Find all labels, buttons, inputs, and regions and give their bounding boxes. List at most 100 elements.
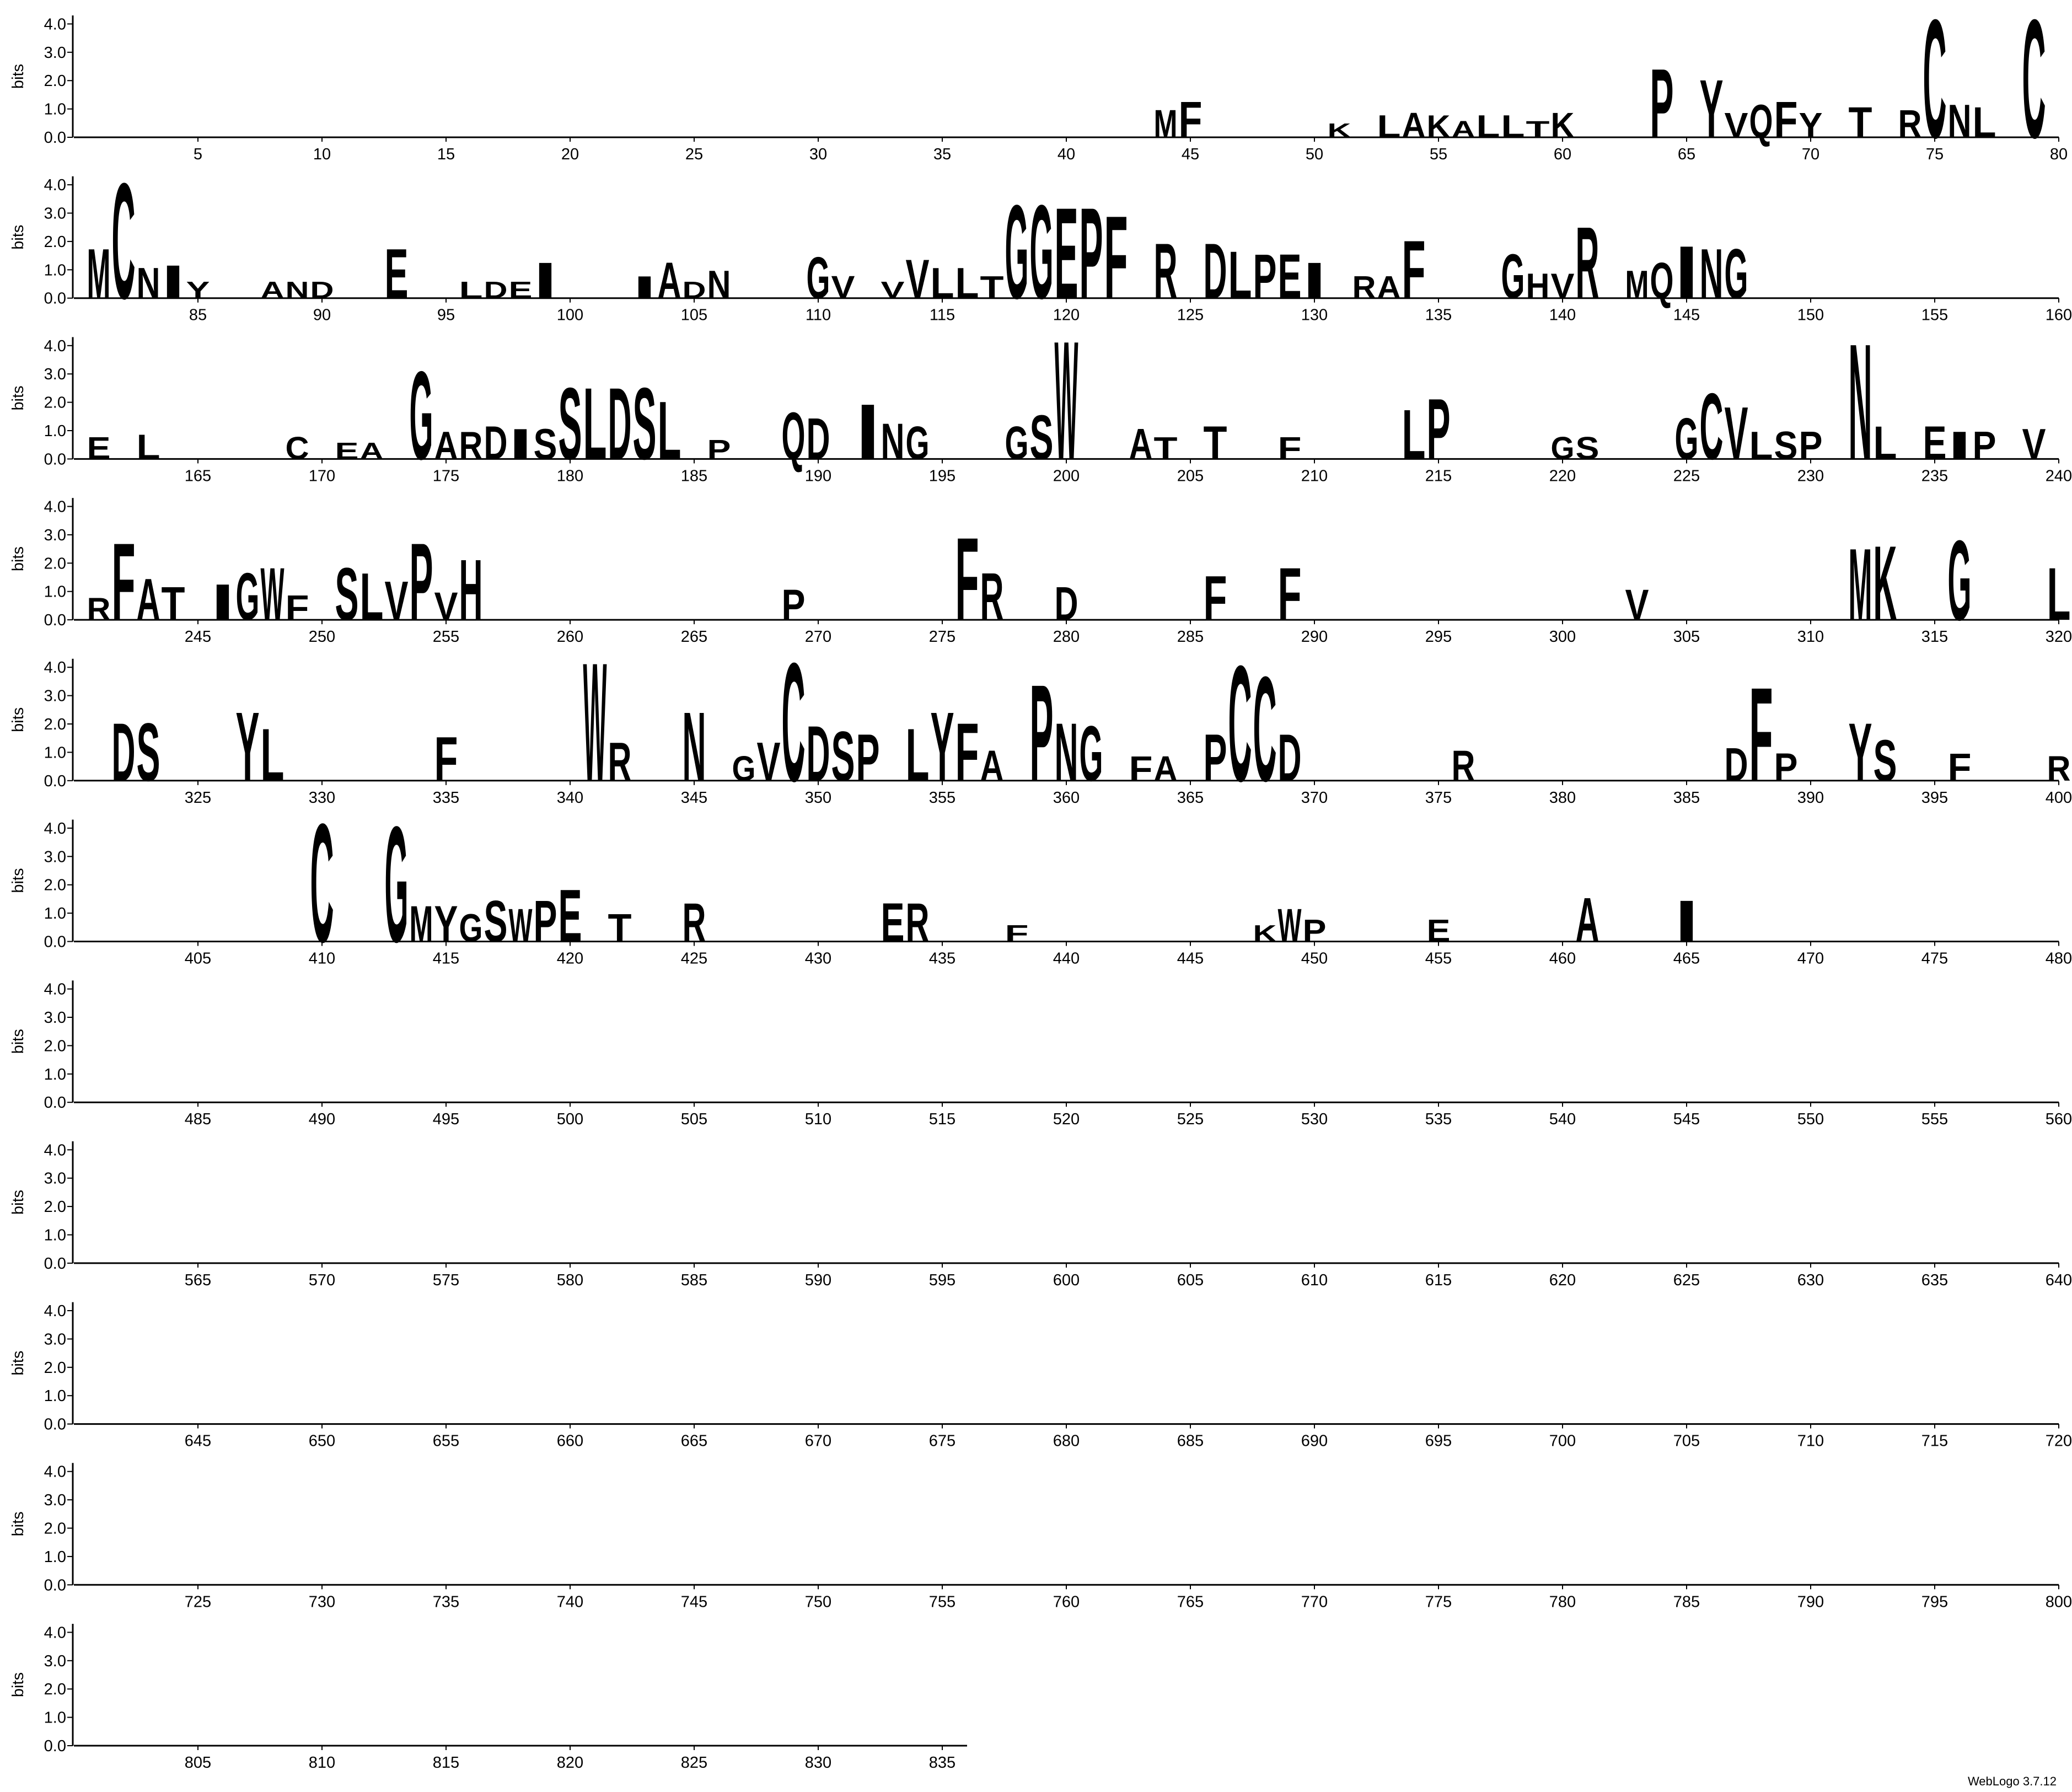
- residue-letter: V: [434, 584, 458, 629]
- x-tick-label: 130: [1301, 307, 1328, 324]
- residue-letter: P: [1774, 745, 1798, 790]
- residue-letter: G: [732, 749, 756, 788]
- x-tick-label: 745: [681, 1593, 707, 1611]
- residue-letter: R: [1898, 102, 1922, 146]
- residue-letter: L: [261, 713, 285, 797]
- x-tick-label: 435: [929, 950, 956, 968]
- residue-letter: Y: [186, 277, 210, 304]
- y-tick-label: 3.0: [44, 366, 66, 383]
- residue-letter: W: [261, 552, 285, 636]
- y-tick-label: 4.0: [44, 1141, 66, 1159]
- x-tick-label: 760: [1053, 1593, 1080, 1611]
- residue-letter: K: [1427, 109, 1451, 144]
- x-tick-label: 240: [2046, 467, 2072, 485]
- y-tick-label: 0.0: [44, 611, 66, 629]
- x-tick-label: 830: [805, 1754, 831, 1772]
- x-tick-label: 420: [557, 950, 583, 968]
- residue-letter: H: [1526, 266, 1550, 306]
- y-tick-label: 0.0: [44, 129, 66, 147]
- residue-letter: G: [410, 345, 433, 486]
- residue-letter: M: [410, 895, 433, 953]
- x-tick-label: 635: [1921, 1271, 1948, 1289]
- residue-letter: E: [559, 874, 582, 958]
- residue-letter: D: [807, 710, 830, 798]
- x-tick-label: 125: [1177, 307, 1204, 324]
- x-tick-label: 530: [1301, 1110, 1328, 1128]
- y-axis-label: bits: [9, 385, 27, 410]
- residue-letter: S: [831, 717, 855, 796]
- residue-letter: L: [1874, 416, 1897, 469]
- y-tick-label: 2.0: [44, 555, 66, 572]
- residue-letter: D: [1278, 720, 1302, 795]
- x-tick-label: 455: [1425, 950, 1452, 968]
- residue-letter: S: [559, 367, 582, 481]
- y-tick-label: 1.0: [44, 1387, 66, 1405]
- x-tick-label: 425: [681, 950, 707, 968]
- residue-letter: F: [1774, 91, 1798, 148]
- residue-letter: T: [1526, 116, 1550, 143]
- residue-letter: E: [87, 431, 111, 466]
- residue-letter: L: [1973, 98, 1996, 147]
- y-tick-label: 1.0: [44, 1548, 66, 1566]
- footer: WebLogo 3.7.12: [1968, 1774, 2057, 1788]
- residue-letter: N: [1849, 309, 1872, 494]
- residue-letter: C: [782, 628, 806, 817]
- residue-letter: R: [980, 559, 1004, 634]
- residue-letter: A: [360, 438, 384, 464]
- x-tick-label: 90: [313, 307, 331, 324]
- residue-letter: G: [385, 792, 409, 977]
- residue-letter: Y: [1799, 105, 1823, 145]
- residue-letter: T: [1204, 416, 1227, 469]
- residue-letter: E: [335, 438, 359, 464]
- residue-letter: I: [162, 256, 185, 309]
- residue-letter: M: [87, 235, 111, 314]
- residue-letter: D: [112, 706, 136, 798]
- y-tick-label: 0.0: [44, 1737, 66, 1755]
- residue-letter: M: [1849, 528, 1872, 642]
- x-tick-label: 135: [1425, 307, 1452, 324]
- y-axis-label: bits: [9, 1672, 27, 1697]
- residue-letter: A: [1576, 886, 1599, 956]
- residue-letter: I: [1675, 230, 1699, 314]
- residue-letter: E: [1055, 181, 1078, 326]
- x-tick-label: 810: [309, 1754, 335, 1772]
- residue-letter: V: [881, 277, 905, 304]
- residue-letter: P: [410, 521, 433, 643]
- residue-letter: I: [211, 573, 235, 631]
- y-tick-label: 3.0: [44, 1330, 66, 1348]
- x-tick-label: 385: [1673, 789, 1700, 807]
- x-tick-label: 15: [437, 146, 455, 163]
- x-tick-label: 535: [1425, 1110, 1452, 1128]
- x-tick-label: 340: [557, 789, 583, 807]
- x-tick-label: 495: [433, 1110, 459, 1128]
- residue-letter: D: [608, 367, 632, 481]
- x-tick-label: 320: [2046, 628, 2072, 646]
- x-tick-label: 675: [929, 1432, 956, 1450]
- residue-letter: R: [87, 592, 111, 627]
- x-tick-label: 560: [2046, 1110, 2072, 1128]
- residue-letter: V: [2022, 420, 2046, 468]
- x-tick-label: 545: [1673, 1110, 1700, 1128]
- x-tick-label: 120: [1053, 307, 1080, 324]
- y-tick-label: 1.0: [44, 905, 66, 922]
- residue-letter: Y: [1849, 706, 1872, 798]
- residue-letter: F: [1104, 192, 1128, 324]
- residue-letter: L: [360, 559, 384, 634]
- residue-letter: T: [162, 577, 185, 630]
- x-tick-label: 270: [805, 628, 831, 646]
- x-tick-label: 415: [433, 950, 459, 968]
- y-axis-label: bits: [9, 546, 27, 571]
- x-tick-label: 325: [185, 789, 211, 807]
- residue-letter: G: [1030, 178, 1054, 327]
- residue-letter: C: [1228, 631, 1252, 816]
- x-tick-label: 510: [805, 1110, 831, 1128]
- x-tick-label: 525: [1177, 1110, 1204, 1128]
- y-tick-label: 0.0: [44, 450, 66, 468]
- x-tick-label: 285: [1177, 628, 1204, 646]
- residue-letter: L: [1501, 109, 1525, 144]
- x-tick-label: 605: [1177, 1271, 1204, 1289]
- residue-letter: T: [1849, 98, 1872, 147]
- residue-letter: M: [1625, 263, 1649, 307]
- x-tick-label: 580: [557, 1271, 583, 1289]
